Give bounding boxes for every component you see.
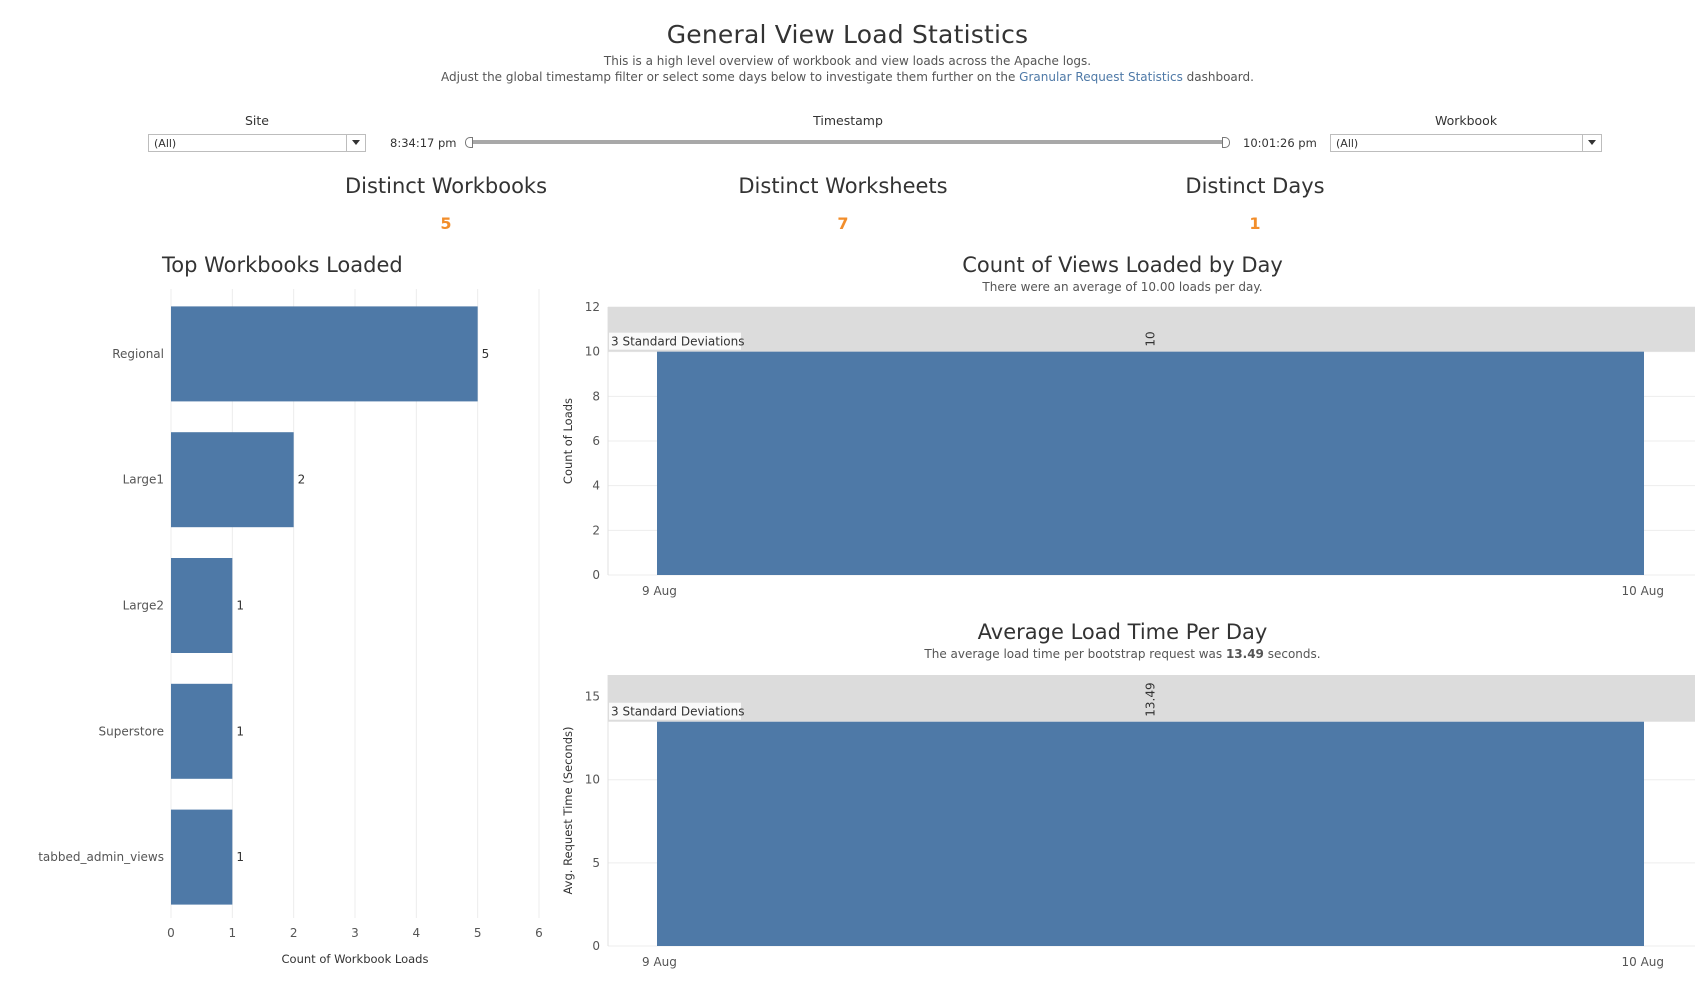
y-tick-label: 8	[592, 389, 600, 403]
bar-data-label: 1	[236, 724, 244, 738]
kpi-distinct-days-title: Distinct Days	[1185, 174, 1325, 198]
bar-data-label: 10	[1144, 331, 1158, 346]
workbook-filter-dropdown[interactable]: (All)	[1330, 134, 1602, 152]
y-tick-label: 12	[585, 300, 600, 314]
y-tick-label: 4	[592, 479, 600, 493]
category-label: Regional	[112, 347, 164, 361]
granular-request-statistics-link[interactable]: Granular Request Statistics	[1019, 70, 1183, 84]
bar-Superstore[interactable]	[171, 683, 233, 779]
y-tick-label: 10	[585, 773, 600, 787]
dashboard-subtitle-2: Adjust the global timestamp filter or se…	[0, 70, 1695, 84]
y-tick-label: 2	[592, 523, 600, 537]
views-by-day-title: Count of Views Loaded by Day	[962, 253, 1283, 277]
category-label: Superstore	[98, 724, 164, 738]
bar-Regional[interactable]	[171, 306, 478, 402]
y-tick-label: 15	[585, 690, 600, 704]
bar-Large1[interactable]	[171, 432, 294, 528]
site-filter-dropdown[interactable]: (All)	[148, 134, 366, 152]
bar-load-time-9-aug[interactable]	[657, 721, 1644, 946]
kpi-distinct-days-value: 1	[1249, 214, 1261, 233]
x-tick-label: 6	[535, 926, 543, 940]
y-tick-label: 0	[592, 939, 600, 953]
workbook-filter-value: (All)	[1336, 137, 1359, 150]
x-tick-label: 9 Aug	[642, 955, 677, 969]
reference-band	[608, 675, 1695, 722]
y-axis-title: Avg. Request Time (Seconds)	[561, 726, 575, 894]
reference-band-label: 3 Standard Deviations	[611, 705, 745, 719]
x-tick-label: 10 Aug	[1621, 584, 1664, 598]
bar-data-label: 13.49	[1144, 682, 1158, 716]
reference-band-label-bg	[609, 702, 741, 720]
x-tick-label: 1	[229, 926, 237, 940]
x-tick-label: 4	[413, 926, 421, 940]
y-tick-label: 0	[592, 568, 600, 582]
avg-load-time-title: Average Load Time Per Day	[977, 620, 1268, 644]
reference-band	[608, 307, 1695, 352]
avg-load-time-subtitle-prefix: The average load time per bootstrap requ…	[924, 647, 1226, 661]
bar-Large2[interactable]	[171, 558, 233, 653]
workbook-filter-label: Workbook	[1434, 113, 1498, 128]
bar-data-label: 5	[482, 347, 490, 361]
category-label: tabbed_admin_views	[38, 850, 164, 864]
site-filter-label: Site	[245, 113, 269, 128]
timestamp-end: 10:01:26 pm	[1243, 136, 1317, 150]
dashboard-title: General View Load Statistics	[666, 20, 1029, 49]
bar-data-label: 1	[236, 850, 244, 864]
avg-load-time-subtitle-value: 13.49	[1225, 647, 1264, 661]
y-tick-label: 10	[585, 345, 600, 359]
reference-band-label: 3 Standard Deviations	[611, 335, 745, 349]
x-axis-title: Count of Workbook Loads	[282, 952, 429, 966]
caret-down-icon[interactable]	[346, 135, 365, 151]
bar-views-9-aug[interactable]	[657, 351, 1644, 575]
subtitle-prefix: Adjust the global timestamp filter or se…	[441, 70, 1020, 84]
timestamp-start: 8:34:17 pm	[390, 136, 457, 150]
bar-tabbed_admin_views[interactable]	[171, 809, 233, 905]
kpi-distinct-worksheets-title: Distinct Worksheets	[738, 174, 948, 198]
timestamp-filter-label: Timestamp	[813, 113, 883, 128]
site-filter-value: (All)	[154, 137, 177, 150]
category-label: Large2	[123, 599, 164, 613]
category-label: Large1	[123, 473, 164, 487]
x-tick-label: 10 Aug	[1621, 955, 1664, 969]
slider-handle-end-icon[interactable]	[1222, 137, 1230, 148]
x-tick-label: 0	[167, 926, 175, 940]
dashboard-subtitle-1: This is a high level overview of workboo…	[603, 54, 1092, 68]
avg-load-time-subtitle-suffix: seconds.	[1263, 647, 1321, 661]
x-tick-label: 3	[351, 926, 359, 940]
reference-band-label-bg	[609, 332, 741, 350]
bar-data-label: 2	[298, 473, 306, 487]
avg-load-time-subtitle: The average load time per bootstrap requ…	[600, 647, 1645, 661]
kpi-distinct-workbooks-value: 5	[440, 214, 452, 233]
x-tick-label: 9 Aug	[642, 584, 677, 598]
y-tick-label: 6	[592, 434, 600, 448]
views-by-day-subtitle: There were an average of 10.00 loads per…	[982, 280, 1263, 294]
x-tick-label: 5	[474, 926, 482, 940]
y-tick-label: 5	[592, 856, 600, 870]
x-tick-label: 2	[290, 926, 298, 940]
kpi-distinct-worksheets-value: 7	[837, 214, 849, 233]
timestamp-slider[interactable]	[470, 140, 1224, 144]
kpi-distinct-workbooks-title: Distinct Workbooks	[344, 174, 548, 198]
caret-down-icon[interactable]	[1582, 135, 1601, 151]
top-workbooks-title: Top Workbooks Loaded	[162, 253, 403, 277]
y-axis-title: Count of Loads	[561, 398, 575, 484]
bar-data-label: 1	[236, 599, 244, 613]
subtitle-suffix: dashboard.	[1182, 70, 1254, 84]
